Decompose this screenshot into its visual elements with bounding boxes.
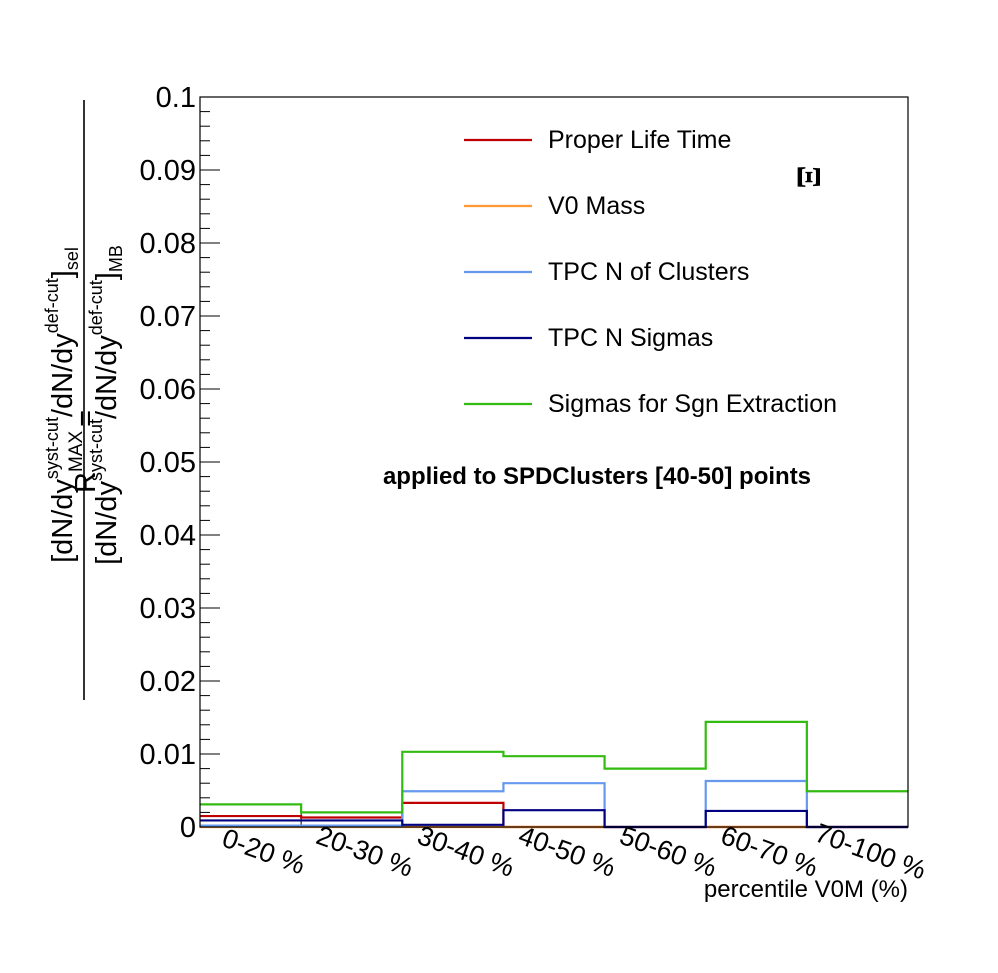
y-tick-label: 0.02: [140, 666, 196, 698]
ylabel-prefix-sup: MAX: [66, 431, 87, 473]
y-tick-label: 0: [180, 812, 196, 844]
series-layer: [200, 720, 908, 829]
series-line: [200, 801, 908, 829]
y-tick-label: 0.06: [140, 374, 196, 406]
legend-label: V0 Mass: [548, 192, 645, 220]
x-category-label: 20-30 %: [312, 820, 417, 883]
legend: Proper Life Time V0 Mass TPC N of Clusters…: [464, 126, 837, 418]
y-tick-label: 0.08: [140, 228, 196, 260]
series-line: [200, 720, 908, 814]
y-tick-label: 0.07: [140, 301, 196, 333]
particle-symbol: Ξ: [790, 165, 827, 188]
y-tick-label: 0.04: [140, 520, 196, 552]
series-line: [200, 809, 908, 829]
y-axis-label: RMAX = [dN/dysyst-cut/dN/dydef-cut]sel [d…: [42, 100, 126, 700]
ylabel-prefix: R: [70, 472, 102, 493]
legend-label: TPC N of Clusters: [548, 258, 749, 286]
ylabel-denominator: [dN/dysyst-cut/dN/dydef-cut]MB: [86, 245, 126, 565]
ylabel-equals: =: [70, 410, 102, 427]
y-tick-label: 0.01: [140, 739, 196, 771]
plot-frame: [199, 96, 909, 828]
y-tick-labels: 0 0.01 0.02 0.03 0.04 0.05 0.06 0.07 0.08 0.09 0.1: [140, 82, 196, 844]
x-axis-label: percentile V0M (%): [704, 876, 908, 903]
legend-label: Proper Life Time: [548, 126, 731, 154]
x-category-label: 30-40 %: [414, 820, 519, 883]
ylabel-numerator: [dN/dysyst-cut/dN/dydef-cut]sel: [42, 247, 82, 563]
y-tick-label: 0.1: [156, 82, 196, 114]
x-category-label: 0-20 %: [218, 823, 309, 880]
y-tick-label: 0.09: [140, 155, 196, 187]
legend-label: Sigmas for Sgn Extraction: [548, 390, 837, 418]
legend-label: TPC N Sigmas: [548, 324, 713, 352]
y-tick-label: 0.05: [140, 447, 196, 479]
annotation: applied to SPDClusters [40-50] points: [383, 463, 811, 490]
x-category-label: 40-50 %: [515, 820, 620, 883]
svg-text:RMAX=: RMAX =: [66, 410, 102, 493]
x-category-label: 60-70 %: [717, 820, 822, 883]
y-tick-label: 0.03: [140, 593, 196, 625]
x-category-label: 50-60 %: [616, 820, 721, 883]
